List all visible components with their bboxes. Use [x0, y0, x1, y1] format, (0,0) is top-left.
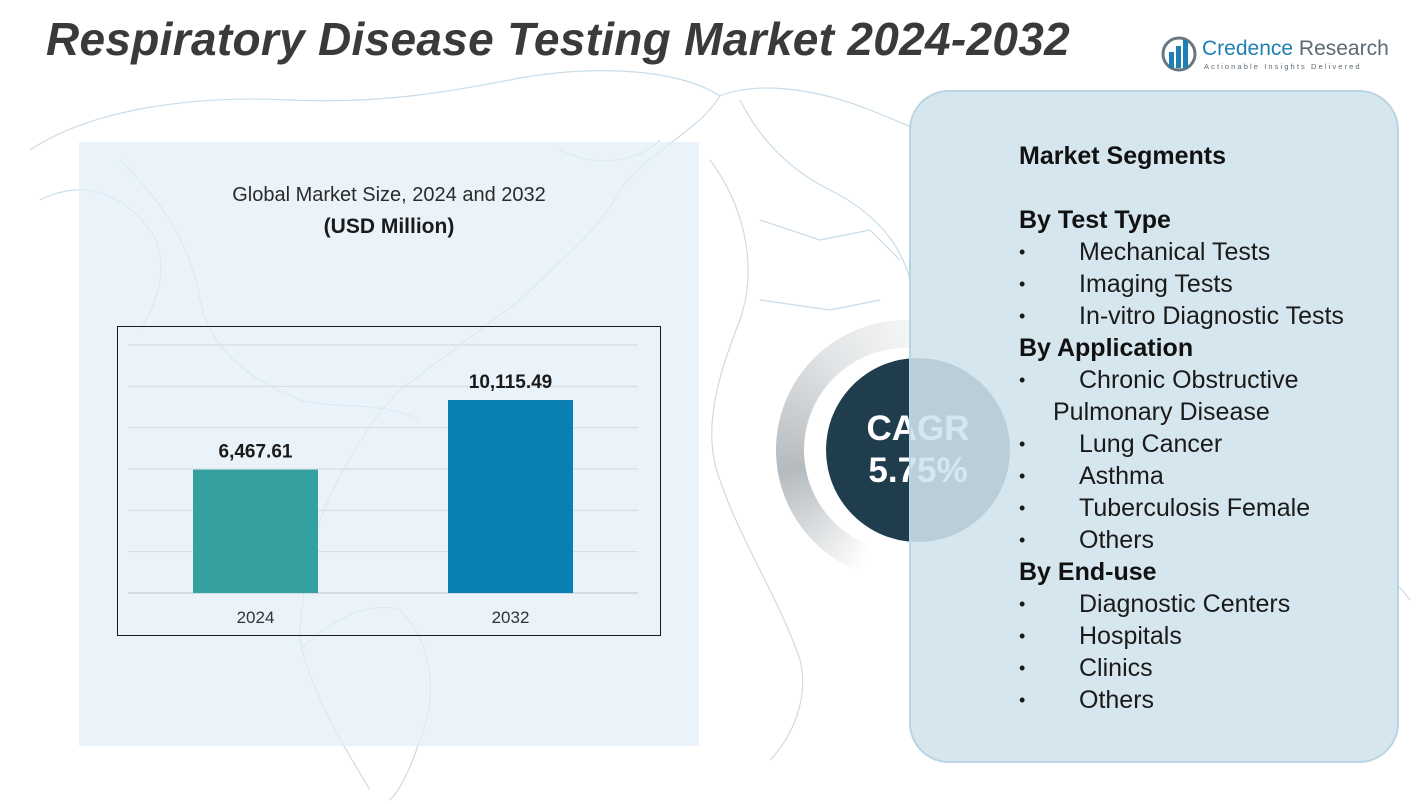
- segment-group-title: By End-use: [1019, 558, 1157, 586]
- segment-item: Others: [1019, 524, 1394, 556]
- segment-item: Mechanical Tests: [1019, 236, 1394, 268]
- logo-name-part1: Credence: [1202, 37, 1294, 60]
- segment-item: Clinics: [1019, 652, 1394, 684]
- segments-list: Market Segments By Test Type Mechanical …: [1019, 140, 1394, 716]
- chart-unit: (USD Million): [323, 215, 455, 238]
- credence-research-logo: Credence Research Actionable Insights De…: [1160, 34, 1400, 76]
- segment-group-title: By Test Type: [1019, 206, 1171, 234]
- logo-tagline: Actionable Insights Delivered: [1204, 62, 1362, 71]
- bar-2032: [448, 400, 573, 593]
- page-title: Respiratory Disease Testing Market 2024-…: [46, 13, 1071, 65]
- segments-heading: Market Segments: [1019, 142, 1227, 170]
- segment-item: Diagnostic Centers: [1019, 588, 1394, 620]
- logo-name: Credence Research: [1202, 37, 1389, 61]
- segment-item: Imaging Tests: [1019, 268, 1394, 300]
- logo-bars-icon: [1161, 36, 1197, 72]
- chart-panel: Global Market Size, 2024 and 2032 (USD M…: [79, 142, 699, 746]
- data-label-2032: 10,115.49: [469, 372, 552, 393]
- segment-item: Tuberculosis Female: [1019, 492, 1394, 524]
- market-segments-panel: Market Segments By Test Type Mechanical …: [909, 90, 1399, 763]
- x-tick-label-2024: 2024: [237, 608, 275, 627]
- bar-2024: [193, 469, 318, 593]
- segment-item: Chronic Obstructive: [1019, 364, 1394, 396]
- x-tick-label-2032: 2032: [492, 608, 530, 627]
- segment-item-continuation: Pulmonary Disease: [1053, 398, 1270, 426]
- logo-name-part2: Research: [1298, 37, 1389, 60]
- segment-item: Hospitals: [1019, 620, 1394, 652]
- chart-frame: 6,467.61 2024 10,115.49 2032: [117, 326, 661, 636]
- chart-title: Global Market Size, 2024 and 2032: [232, 184, 546, 206]
- segment-item: Others: [1019, 684, 1394, 716]
- segment-group-title: By Application: [1019, 334, 1194, 362]
- data-label-2024: 6,467.61: [219, 442, 293, 463]
- segment-item: Lung Cancer: [1019, 428, 1394, 460]
- segment-item: In-vitro Diagnostic Tests: [1019, 300, 1394, 332]
- segment-item: Asthma: [1019, 460, 1394, 492]
- bar-chart: 6,467.61 2024 10,115.49 2032: [128, 344, 638, 627]
